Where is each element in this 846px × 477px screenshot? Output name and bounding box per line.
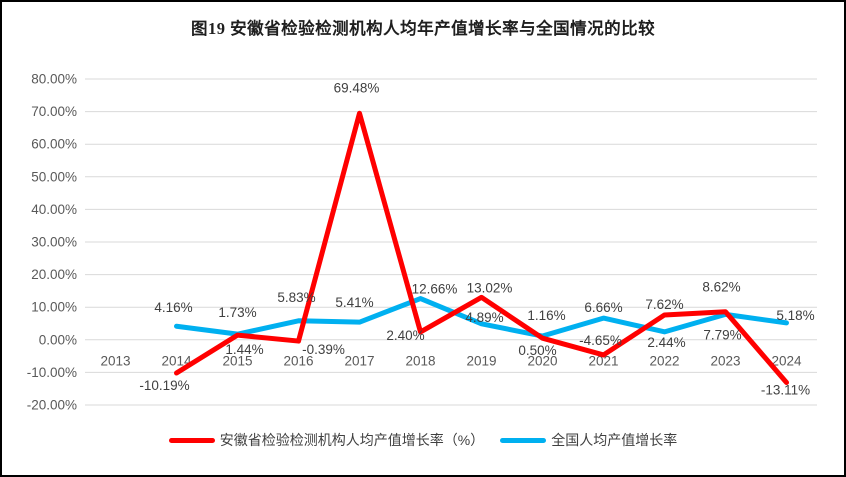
data-label-anhui: 0.50% — [518, 343, 556, 358]
x-tick-label: 2024 — [771, 354, 802, 369]
x-tick-label: 2014 — [161, 354, 192, 369]
data-label-anhui: -13.11% — [761, 383, 810, 398]
data-label-national: 5.18% — [776, 308, 814, 323]
y-tick-label: 40.00% — [31, 202, 77, 217]
y-tick-label: 30.00% — [31, 235, 77, 250]
y-tick-label: -10.00% — [27, 365, 77, 380]
data-label-national: 5.41% — [335, 295, 373, 310]
legend-label-anhui: 安徽省检验检测机构人均产值增长率（%） — [219, 432, 485, 448]
legend-item-national: 全国人均产值增长率 — [500, 430, 677, 450]
x-tick-label: 2013 — [100, 354, 130, 369]
data-label-anhui: -4.65% — [579, 333, 622, 348]
data-label-anhui: 7.62% — [645, 297, 683, 312]
data-label-national: 6.66% — [584, 300, 622, 315]
data-label-anhui: 13.02% — [467, 280, 513, 295]
data-label-anhui: 2.40% — [386, 328, 424, 343]
x-tick-label: 2019 — [466, 354, 496, 369]
y-tick-label: 0.00% — [39, 332, 77, 347]
legend-item-anhui: 安徽省检验检测机构人均产值增长率（%） — [168, 430, 485, 450]
data-label-national: 7.79% — [703, 327, 741, 342]
x-tick-label: 2022 — [649, 354, 679, 369]
data-label-national: 5.83% — [277, 290, 315, 305]
y-tick-label: 50.00% — [31, 169, 77, 184]
x-tick-label: 2018 — [405, 354, 435, 369]
legend-line-red-icon — [168, 437, 215, 443]
chart-title: 图19 安徽省检验检测机构人均年产值增长率与全国情况的比较 — [190, 19, 656, 38]
legend-label-national: 全国人均产值增长率 — [551, 432, 678, 448]
y-tick-label: 10.00% — [31, 300, 77, 315]
data-label-national: 12.66% — [412, 282, 458, 297]
series-line-anhui — [174, 110, 789, 386]
x-tick-label: 2021 — [588, 354, 618, 369]
x-tick-label: 2020 — [527, 354, 557, 369]
data-label-national: 1.16% — [527, 308, 565, 323]
data-label-national: 4.16% — [154, 300, 192, 315]
legend-line-blue-icon — [500, 437, 547, 443]
x-tick-label: 2016 — [283, 354, 313, 369]
data-label-anhui: -10.19% — [139, 378, 189, 393]
data-label-anhui: 69.48% — [334, 80, 380, 95]
x-tick-label: 2017 — [344, 354, 374, 369]
data-label-national: 4.89% — [465, 310, 503, 325]
y-tick-label: 60.00% — [31, 137, 77, 152]
data-label-anhui: 8.62% — [702, 280, 740, 295]
series-line-national — [174, 296, 789, 339]
legend: 安徽省检验检测机构人均产值增长率（%） 全国人均产值增长率 — [2, 430, 844, 450]
y-tick-label: 20.00% — [31, 267, 77, 282]
data-label-national: 1.73% — [218, 305, 256, 320]
x-tick-label: 2015 — [222, 354, 252, 369]
y-tick-label: 80.00% — [31, 72, 77, 87]
y-tick-label: 70.00% — [31, 104, 77, 119]
data-label-anhui: -0.39% — [302, 342, 345, 357]
x-tick-label: 2023 — [710, 354, 740, 369]
data-label-anhui: 1.44% — [225, 342, 263, 357]
data-label-national: 2.44% — [647, 335, 685, 350]
y-tick-label: -20.00% — [27, 398, 77, 413]
